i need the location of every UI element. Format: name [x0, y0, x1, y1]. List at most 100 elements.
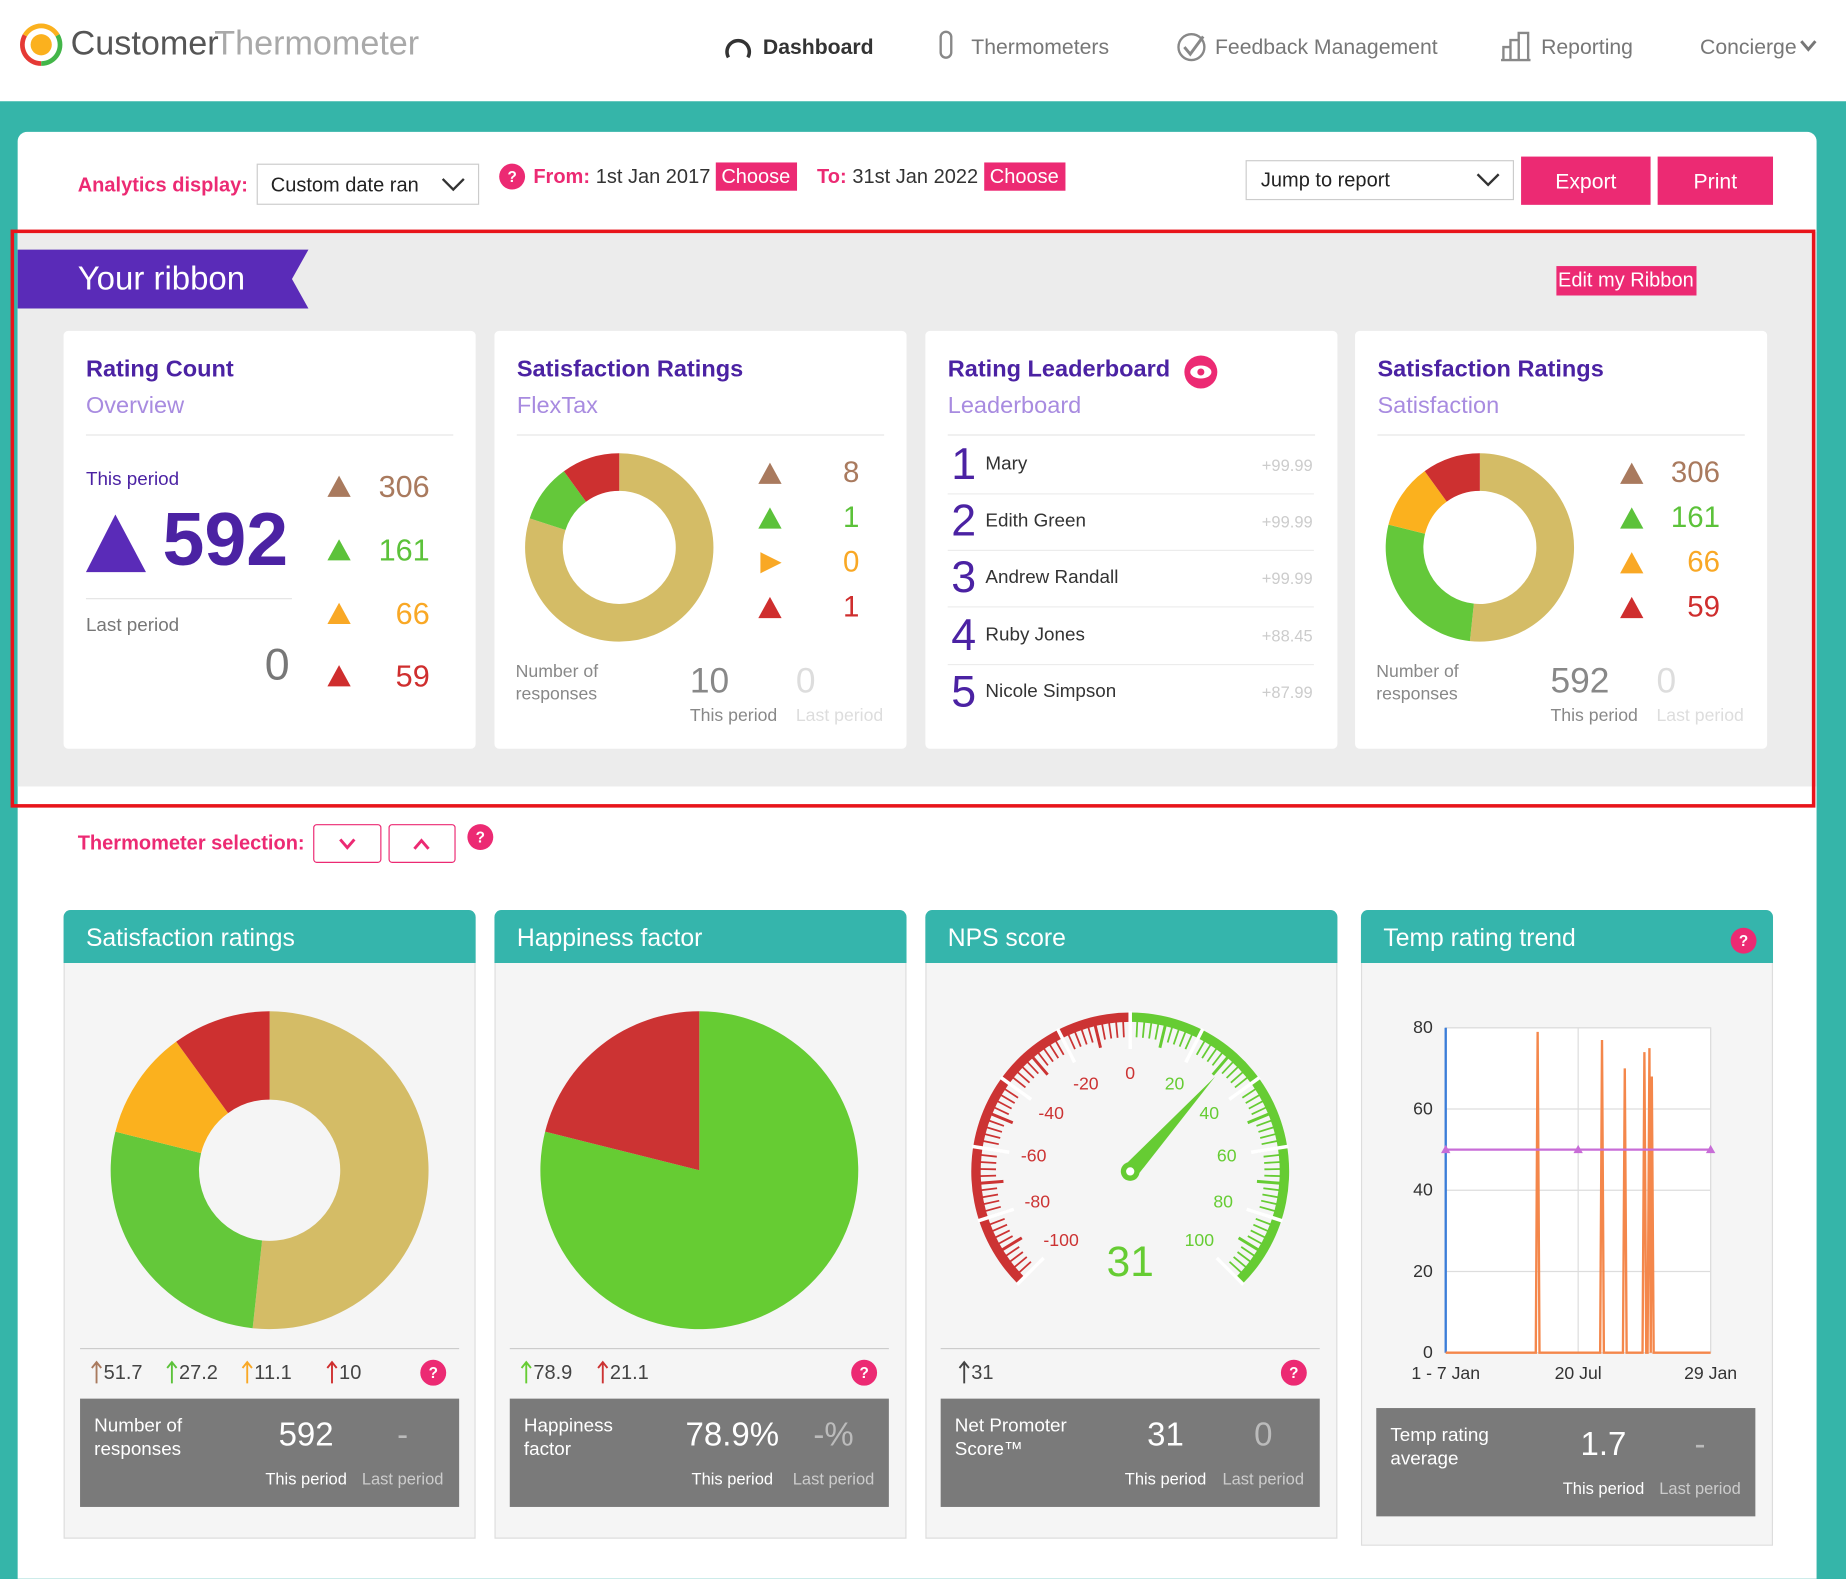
divider [80, 1348, 460, 1350]
point [1573, 1144, 1583, 1154]
button-label[interactable]: Export [1555, 169, 1617, 194]
button[interactable] [1657, 156, 1774, 205]
button-label[interactable]: Choose [989, 165, 1059, 188]
gauge-tick [1015, 1256, 1045, 1286]
help-icon[interactable]: ? [507, 167, 517, 186]
panel-title: Temp rating trend [1383, 924, 1576, 952]
gauge-minor-tick [1031, 1055, 1049, 1076]
period-label: Last period [792, 1469, 875, 1489]
gauge-minor-tick [1263, 1187, 1280, 1192]
y-tick-label: 0 [1422, 1342, 1433, 1363]
field-label: Thermometer selection: [77, 831, 305, 855]
help-icon[interactable]: ? [1738, 931, 1749, 950]
gauge-tick-label: -20 [1073, 1074, 1099, 1095]
trend-icon [758, 596, 782, 619]
nav-item[interactable]: Dashboard [762, 35, 874, 59]
breakdown-value: 59 [395, 658, 430, 694]
select-value: Jump to report [1260, 168, 1390, 192]
responses-label: Number of responses [1376, 661, 1459, 704]
help-icon [467, 824, 494, 851]
chart-segment [563, 453, 620, 502]
select[interactable] [1245, 160, 1515, 201]
chart-segment [1469, 453, 1575, 642]
x-tick-label: 29 Jan [1684, 1363, 1738, 1384]
point [1441, 1144, 1451, 1154]
gauge-minor-tick [1237, 1236, 1260, 1252]
button-label[interactable]: Edit my Ribbon [1557, 269, 1694, 292]
legend-value: 21.1 [609, 1361, 649, 1384]
divider [947, 434, 1316, 436]
arrow-icon [326, 1360, 338, 1384]
chevron [413, 838, 430, 850]
chart-segment [252, 1011, 429, 1330]
help-icon[interactable]: ? [428, 1363, 438, 1382]
name: Mary [985, 454, 1028, 475]
nav-item[interactable]: Concierge [1700, 35, 1797, 59]
gauge-minor-tick [1148, 1022, 1153, 1039]
summary [509, 1398, 889, 1507]
score: +99.99 [1261, 568, 1313, 588]
button[interactable] [1556, 266, 1697, 296]
button[interactable] [984, 162, 1066, 191]
nav-item[interactable]: Reporting [1541, 35, 1633, 59]
ribbon-title: Your ribbon [77, 260, 246, 297]
panel-header [1360, 910, 1774, 964]
gauge-minor-tick [988, 1218, 1005, 1226]
nav-item[interactable]: Thermometers [971, 35, 1110, 59]
gauge-minor-tick [984, 1133, 1001, 1139]
chart-segment [529, 471, 587, 530]
button-label[interactable]: Print [1693, 169, 1738, 194]
arrow-icon [520, 1360, 532, 1384]
button[interactable] [1521, 156, 1651, 205]
gauge-minor-tick [1000, 1093, 1016, 1104]
gauge-tick [1184, 1027, 1205, 1064]
summary-label: Net Promoter Score™ [954, 1416, 1067, 1460]
gauge-minor-tick [1247, 1235, 1263, 1245]
chart-segment [1388, 471, 1447, 534]
score: +88.45 [1261, 626, 1313, 646]
gauge-minor-tick [1115, 1021, 1119, 1038]
gauge-tick-label: -100 [1043, 1230, 1079, 1251]
trend-icon [758, 507, 782, 529]
arrow-icon [241, 1360, 253, 1384]
rank: 4 [951, 611, 977, 661]
gauge-tick-label: 20 [1164, 1074, 1185, 1095]
gauge-tick [1055, 1027, 1077, 1064]
button[interactable] [388, 824, 456, 863]
field-label: To: [817, 165, 847, 188]
name: Ruby Jones [985, 625, 1085, 646]
button[interactable] [313, 824, 382, 863]
gauge-minor-tick [1087, 1026, 1094, 1043]
gauge-minor-tick [1259, 1205, 1276, 1213]
gauge-minor-tick [1000, 1236, 1023, 1252]
card-subtitle: Satisfaction [1377, 393, 1500, 420]
help-icon[interactable]: ? [1289, 1363, 1299, 1382]
period-label: Last period [361, 1469, 444, 1489]
gauge-minor-tick [1253, 1223, 1269, 1233]
chevron [1476, 173, 1500, 187]
gauge-minor-tick [1259, 1133, 1277, 1139]
divider [1377, 434, 1745, 436]
chart-segment [1424, 453, 1480, 502]
gauge-minor-tick [1054, 1040, 1065, 1056]
gauge-minor-tick [1073, 1030, 1082, 1047]
help-icon[interactable]: ? [475, 828, 486, 846]
summary [80, 1398, 460, 1507]
responses-label: Number of responses [515, 661, 599, 704]
gauge-minor-tick [1158, 1024, 1167, 1049]
nav-icon [1177, 32, 1206, 62]
gauge-minor-tick [1048, 1043, 1060, 1059]
last-value: 0 [795, 661, 816, 701]
nav-item[interactable]: Feedback Management [1214, 35, 1438, 59]
gauge-minor-tick [980, 1187, 998, 1192]
gauge-minor-tick [1264, 1161, 1281, 1164]
select[interactable] [256, 163, 480, 205]
y-tick-label: 20 [1413, 1261, 1433, 1282]
button[interactable] [715, 162, 798, 191]
button-label[interactable]: Choose [721, 165, 791, 188]
help-icon[interactable]: ? [859, 1363, 869, 1382]
nav-chevron [1800, 40, 1817, 52]
gauge-minor-tick [1234, 1076, 1249, 1089]
score: +99.99 [1261, 512, 1313, 531]
